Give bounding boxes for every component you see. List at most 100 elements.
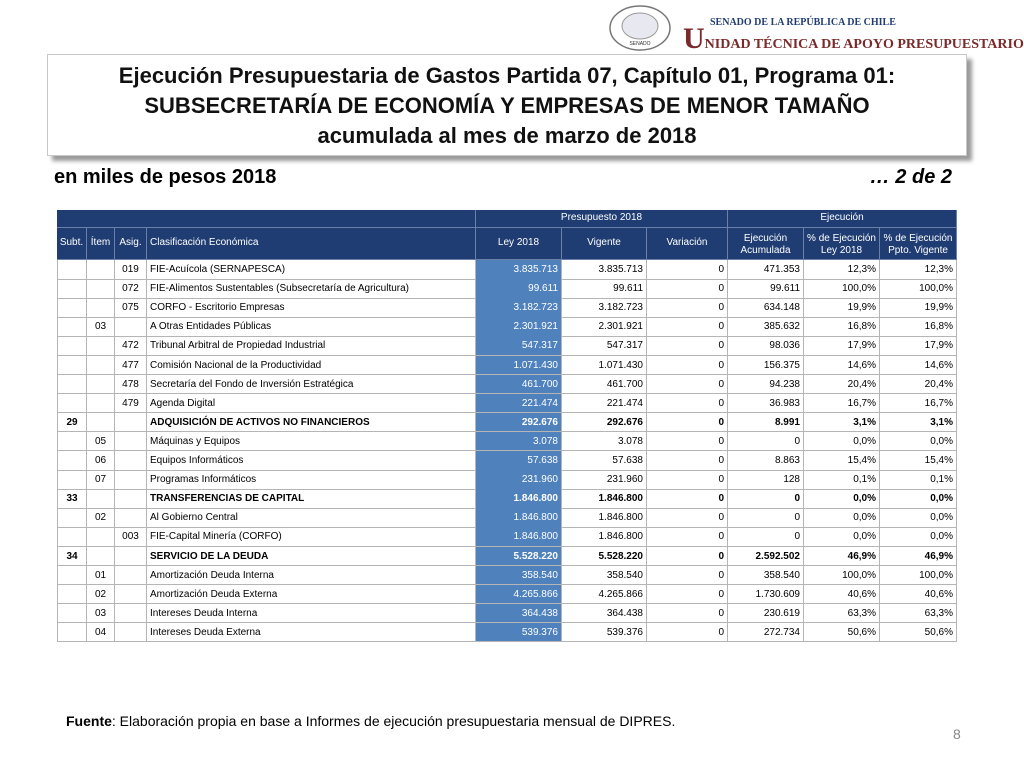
table-cell: 358.540 — [562, 565, 647, 586]
table-cell: 0 — [647, 527, 728, 547]
table-cell: 231.960 — [562, 470, 647, 490]
column-header: Ejecución Acumulada — [728, 228, 804, 260]
table-cell — [87, 355, 115, 376]
table-cell: 471.353 — [728, 260, 804, 280]
table-cell: Amortización Deuda Externa — [147, 584, 476, 605]
table-cell: 1.730.609 — [728, 584, 804, 605]
table-cell — [57, 298, 87, 318]
table-cell — [115, 603, 147, 624]
table-cell: 14,6% — [880, 355, 957, 376]
table-cell: 16,7% — [880, 393, 957, 414]
table-cell: 539.376 — [476, 622, 562, 643]
table-cell: 1.071.430 — [476, 355, 562, 376]
title-line: acumulada al mes de marzo de 2018 — [317, 123, 697, 148]
table-cell: 14,6% — [804, 355, 880, 376]
table-cell: 0 — [647, 412, 728, 433]
title-line: SUBSECRETARÍA DE ECONOMÍA Y EMPRESAS DE … — [144, 93, 870, 118]
table-cell: 12,3% — [804, 260, 880, 280]
table-cell: 0,0% — [880, 489, 957, 509]
table-cell: 03 — [87, 603, 115, 624]
table-cell: 0,1% — [880, 470, 957, 490]
table-cell: 04 — [87, 622, 115, 643]
table-cell — [57, 565, 87, 586]
table-cell: Máquinas y Equipos — [147, 431, 476, 452]
column-header: Clasificación Económica — [147, 228, 476, 260]
table-cell — [57, 431, 87, 452]
table-cell: 17,9% — [880, 336, 957, 356]
table-cell: 36.983 — [728, 393, 804, 414]
column-header: Ítem — [87, 228, 115, 260]
table-cell — [57, 317, 87, 337]
table-cell — [115, 508, 147, 528]
table-cell: 0 — [647, 431, 728, 452]
table-cell: 46,9% — [804, 546, 880, 567]
table-cell: 547.317 — [476, 336, 562, 356]
table-cell: 0 — [647, 279, 728, 299]
table-cell: 156.375 — [728, 355, 804, 376]
table-cell: 1.846.800 — [562, 508, 647, 528]
table-cell: 0 — [647, 565, 728, 586]
table-cell: 230.619 — [728, 603, 804, 624]
table-cell: 461.700 — [562, 374, 647, 395]
table-cell: 0,0% — [880, 508, 957, 528]
table-cell: 5.528.220 — [476, 546, 562, 567]
table-cell: 06 — [87, 451, 115, 471]
table-cell: 03 — [87, 317, 115, 337]
table-cell — [87, 374, 115, 395]
table-cell: Tribunal Arbitral de Propiedad Industria… — [147, 336, 476, 356]
table-cell: 02 — [87, 584, 115, 605]
table-cell: 272.734 — [728, 622, 804, 643]
table-cell — [57, 279, 87, 299]
table-cell: 2.301.921 — [476, 317, 562, 337]
table-cell: 94.238 — [728, 374, 804, 395]
table-cell — [115, 565, 147, 586]
table-cell: Agenda Digital — [147, 393, 476, 414]
table-cell: Secretaría del Fondo de Inversión Estrat… — [147, 374, 476, 395]
table-cell: Amortización Deuda Interna — [147, 565, 476, 586]
table-cell: 0,0% — [880, 527, 957, 547]
page-number: 8 — [953, 726, 961, 742]
table-cell: 07 — [87, 470, 115, 490]
column-header-text: Vigente — [587, 236, 621, 248]
table-cell — [57, 374, 87, 395]
table-cell — [115, 431, 147, 452]
table-cell: 0 — [647, 298, 728, 318]
table-cell: 63,3% — [804, 603, 880, 624]
table-cell: TRANSFERENCIAS DE CAPITAL — [147, 489, 476, 509]
table-cell: 075 — [115, 298, 147, 318]
table-cell: 33 — [57, 489, 87, 509]
table-cell: 0,0% — [804, 508, 880, 528]
table-cell — [87, 336, 115, 356]
table-cell: Intereses Deuda Externa — [147, 622, 476, 643]
table-cell — [57, 470, 87, 490]
table-cell: 5.528.220 — [562, 546, 647, 567]
table-cell: 385.632 — [728, 317, 804, 337]
table-cell: SERVICIO DE LA DEUDA — [147, 546, 476, 567]
table-cell — [87, 298, 115, 318]
table-cell: 15,4% — [804, 451, 880, 471]
column-header: Asig. — [115, 228, 147, 260]
table-cell: 358.540 — [728, 565, 804, 586]
table-cell — [57, 527, 87, 547]
table-cell — [57, 260, 87, 280]
table-cell: 221.474 — [562, 393, 647, 414]
column-header: % de Ejecución Ley 2018 — [804, 228, 880, 260]
table-cell: 547.317 — [562, 336, 647, 356]
table-cell: 0 — [647, 622, 728, 643]
table-cell: 99.611 — [476, 279, 562, 299]
table-cell: 3.078 — [476, 431, 562, 452]
table-cell: 221.474 — [476, 393, 562, 414]
table-cell: 05 — [87, 431, 115, 452]
group-header: Presupuesto 2018 — [476, 210, 728, 228]
table-cell: 0 — [647, 546, 728, 567]
table-cell: 0 — [647, 355, 728, 376]
table-cell: FIE-Alimentos Sustentables (Subsecretarí… — [147, 279, 476, 299]
table-cell — [115, 622, 147, 643]
table-cell: Programas Informáticos — [147, 470, 476, 490]
table-cell: 20,4% — [880, 374, 957, 395]
column-header-text: % de Ejecución — [807, 233, 876, 244]
unit-name: UNIDAD TÉCNICA DE APOYO PRESUPUESTARIO — [683, 22, 1024, 55]
table-cell: 1.846.800 — [476, 489, 562, 509]
table-cell: 2.301.921 — [562, 317, 647, 337]
column-header-text: % de Ejecución — [883, 233, 953, 244]
